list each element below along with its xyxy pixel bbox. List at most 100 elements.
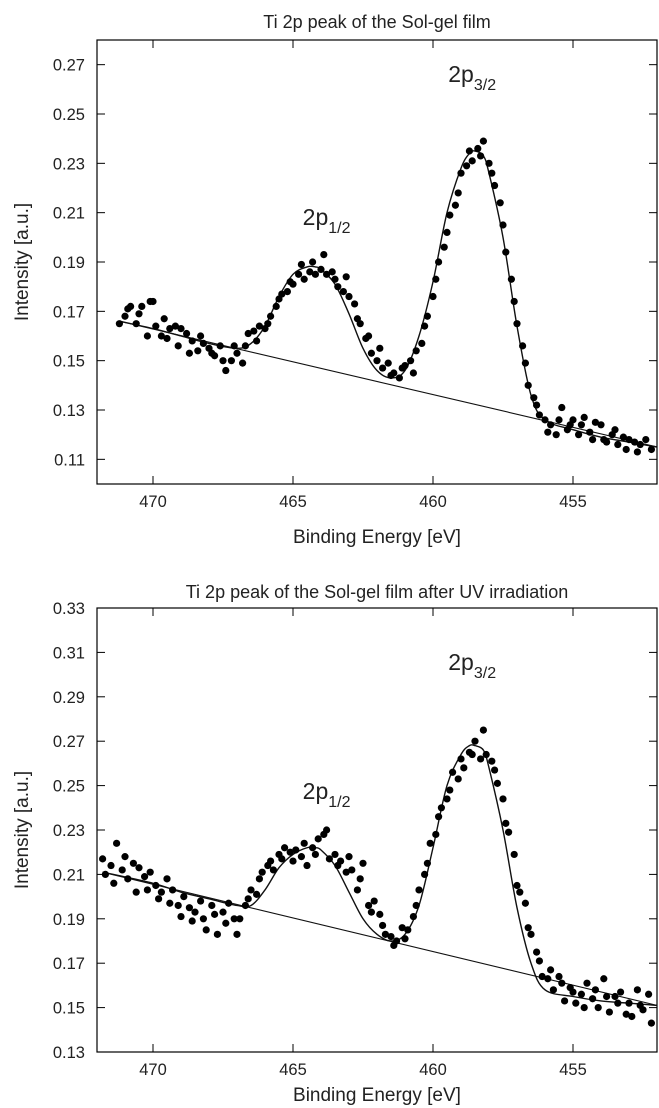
chart-2-y-tick-label: 0.27 (53, 733, 85, 751)
chart-2-data-point (236, 915, 244, 923)
chart-2-data-point (535, 957, 544, 965)
chart-1-y-tick-label: 0.13 (53, 402, 85, 420)
chart-1-y-tick-label: 0.23 (53, 155, 85, 173)
chart-1-data-point (463, 162, 471, 170)
chart-2: Ti 2p peak of the Sol-gel film after UV … (12, 582, 658, 1106)
chart-1-data-point (379, 364, 387, 372)
chart-2-data-point (516, 888, 524, 896)
chart-1-data-point (488, 169, 496, 177)
chart-1-data-point (401, 362, 409, 370)
chart-1-data-point (474, 144, 482, 153)
chart-2-data-point (101, 870, 109, 879)
chart-2-y-tick-label: 0.21 (53, 866, 85, 884)
chart-2-data-point (353, 886, 361, 894)
chart-1-data-point (166, 325, 174, 333)
chart-2-data-point (471, 737, 479, 745)
chart-1-data-point (591, 418, 600, 426)
chart-2-data-point (219, 908, 227, 916)
chart-1-data-point (216, 342, 224, 350)
chart-1-data-point (171, 322, 179, 330)
chart-2-data-point (180, 893, 188, 901)
chart-1-data-point (351, 300, 359, 308)
chart-1-data-point (127, 302, 135, 310)
chart-2-background-line (102, 871, 657, 1006)
chart-2-data-point (300, 839, 308, 847)
chart-2-data-point (569, 988, 577, 996)
chart-2-data-point (197, 897, 205, 905)
chart-2-data-point (505, 828, 513, 836)
chart-2-data-point (309, 844, 317, 852)
chart-1-data-point (376, 344, 384, 352)
chart-2-data-point (155, 895, 163, 903)
chart-1-data-point (631, 438, 639, 446)
chart-1-x-tick-label: 465 (279, 493, 307, 511)
chart-1-data-point (297, 260, 305, 269)
chart-2-data-point (267, 857, 275, 865)
chart-2-data-point (600, 975, 608, 983)
chart-2-x-axis-label: Binding Energy [eV] (293, 1085, 461, 1106)
chart-2-data-point (303, 861, 311, 870)
chart-1-x-axis-label: Binding Energy [eV] (293, 527, 461, 548)
chart-2-data-point (449, 768, 457, 776)
chart-2-data-point (633, 986, 642, 994)
chart-1-data-point (446, 211, 454, 219)
chart-2-data-point (323, 826, 331, 834)
chart-1-data-point (642, 436, 650, 444)
chart-2-data-point (135, 864, 143, 872)
chart-2-data-point (513, 881, 521, 890)
chart-2-data-point (121, 853, 129, 861)
chart-1-y-tick-label: 0.15 (53, 353, 85, 371)
chart-2-data-point (502, 819, 510, 827)
chart-1-data-point (227, 357, 235, 365)
chart-2-data-point (479, 726, 487, 734)
chart-1-y-tick-label: 0.27 (53, 57, 85, 75)
chart-2-data-point (208, 901, 216, 910)
chart-1-data-point (390, 369, 398, 377)
chart-2-y-tick-label: 0.23 (53, 822, 85, 840)
chart-2-data-point (185, 904, 193, 912)
chart-1-data-point (121, 312, 129, 320)
chart-2-data-point (118, 866, 126, 874)
chart-2-data-point (614, 999, 622, 1007)
chart-2-data-point (432, 830, 440, 839)
chart-2-data-point (611, 992, 619, 1001)
chart-2-data-point (544, 975, 552, 983)
chart-2-data-point (342, 868, 350, 876)
chart-1-data-point (429, 292, 437, 301)
chart-1-data-point (320, 251, 328, 259)
chart-1-data-point (457, 169, 465, 177)
chart-1-data-point (535, 411, 544, 419)
chart-2-data-point (404, 926, 412, 934)
chart-1-data-point (211, 352, 219, 360)
chart-2-data-point (292, 846, 300, 854)
chart-2-data-point (443, 795, 451, 803)
chart-2-data-point (289, 857, 297, 865)
chart-2-data-point (152, 881, 160, 890)
chart-1-data-point (533, 401, 541, 409)
chart-2-y-axis-label: Intensity [a.u.] (12, 771, 33, 889)
chart-1-data-point (611, 426, 619, 434)
chart-2-data-point (244, 895, 252, 903)
chart-1-data-point (384, 359, 392, 367)
chart-2-data-point (617, 988, 625, 996)
chart-2-data-point (199, 915, 207, 923)
chart-2-data-point (225, 899, 233, 907)
chart-2-data-point (379, 921, 387, 930)
chart-2-data-point (421, 870, 429, 879)
chart-2-data-point (233, 930, 241, 938)
chart-1-data-point (519, 342, 527, 350)
chart-2-data-point (337, 857, 345, 865)
chart-1-data-point (580, 413, 588, 421)
chart-2-data-point (491, 766, 499, 774)
chart-2-data-point (572, 999, 580, 1007)
chart-2-data-point (524, 924, 532, 932)
chart-2-data-point (314, 835, 322, 843)
chart-2-data-point (286, 848, 294, 856)
chart-2-data-point (589, 995, 597, 1003)
chart-1-data-point (412, 347, 420, 355)
chart-2-data-point (222, 919, 230, 927)
chart-1-data-point (323, 270, 331, 278)
chart-1-data-point (267, 312, 275, 320)
chart-1-data-point (589, 436, 597, 444)
